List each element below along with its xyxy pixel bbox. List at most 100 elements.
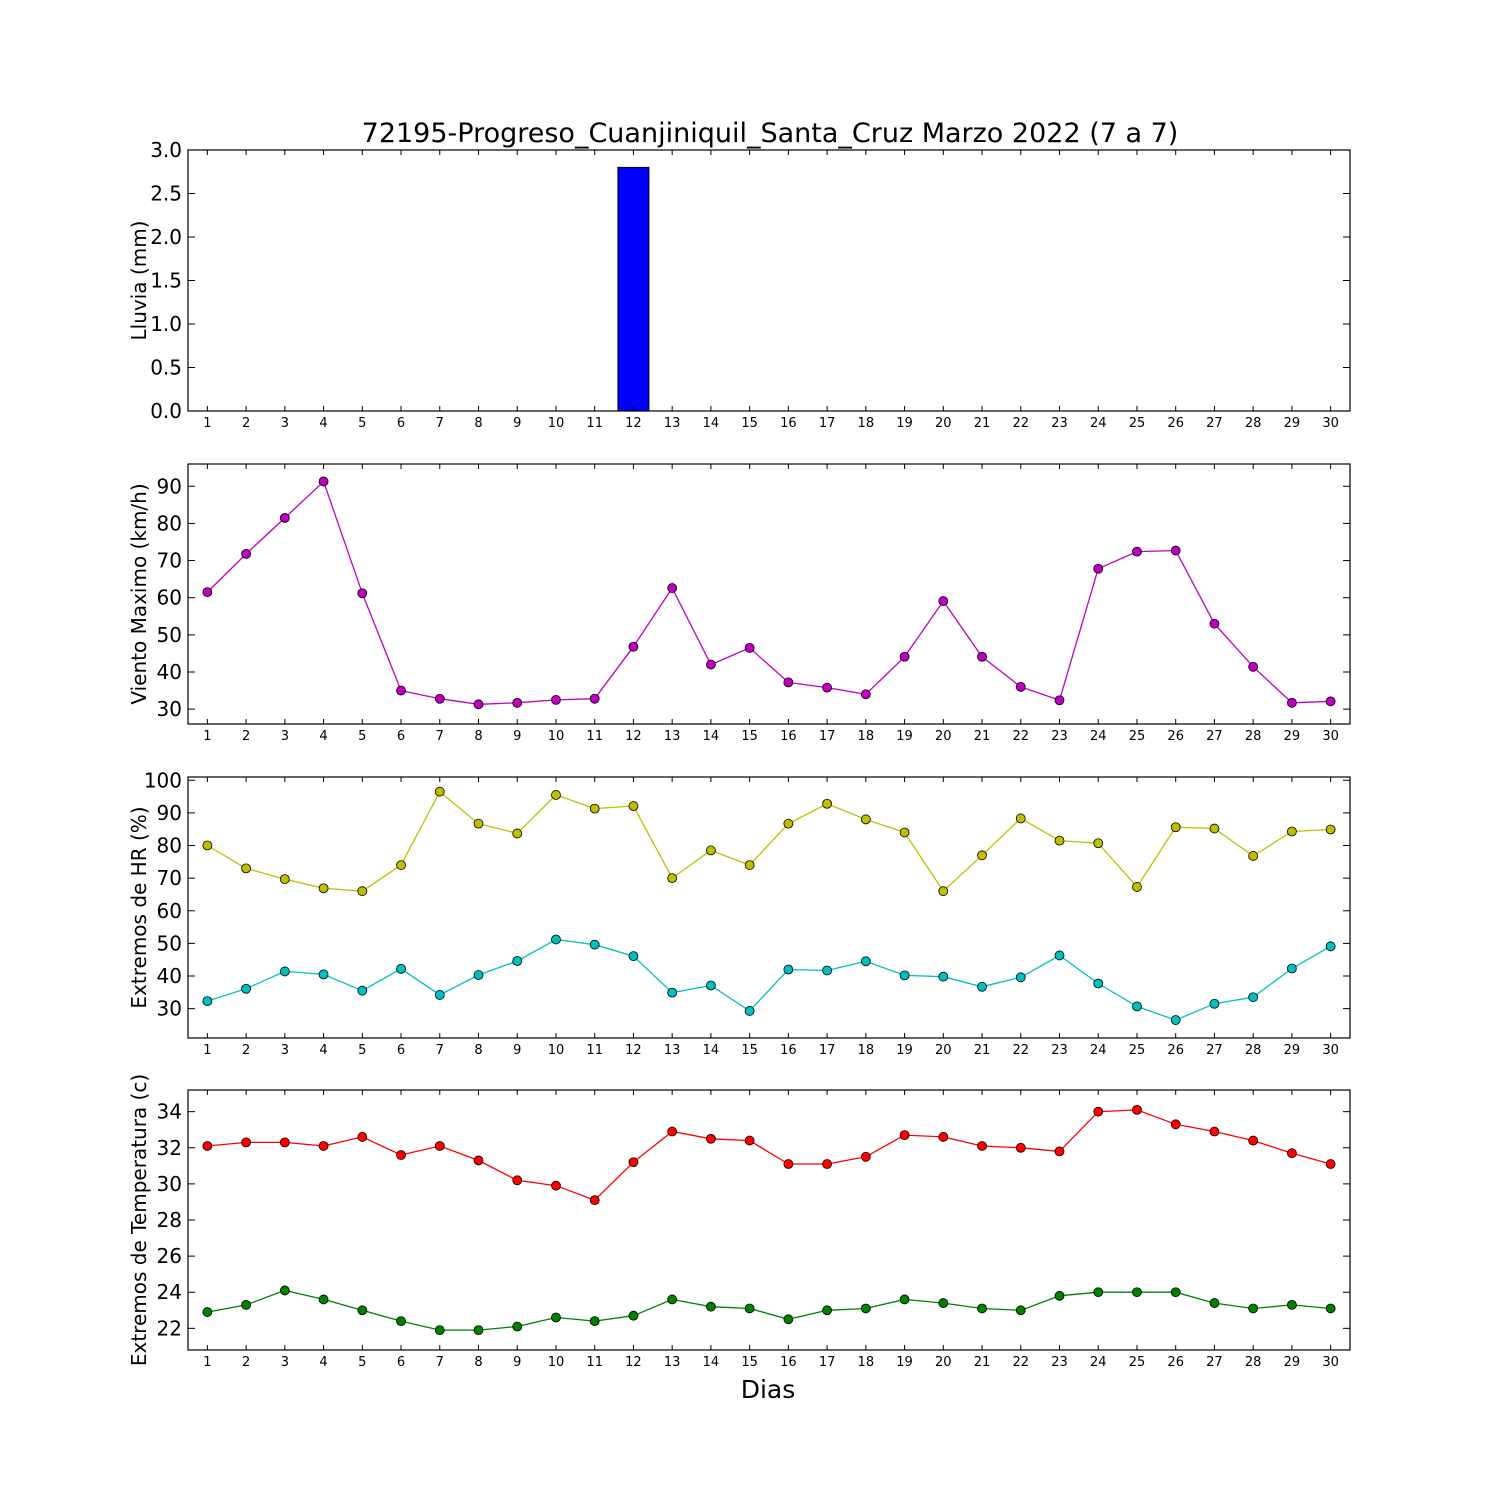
data-point [396, 1150, 406, 1160]
data-point [241, 863, 252, 874]
y-tick-label: 3.0 [150, 138, 182, 162]
data-point [551, 1312, 561, 1323]
data-point [860, 1151, 871, 1162]
data-point [783, 964, 794, 975]
data-point [1209, 1298, 1220, 1308]
data-point [512, 828, 523, 839]
x-tick-label: 25 [1129, 416, 1146, 431]
data-point [1170, 1119, 1181, 1130]
x-tick-label: 13 [664, 1043, 681, 1058]
data-point [899, 970, 910, 981]
x-tick-label: 11 [586, 416, 603, 431]
data-point [977, 850, 987, 861]
data-point [473, 699, 484, 710]
data-point [202, 840, 213, 851]
x-tick-label: 8 [474, 416, 482, 431]
y-tick-label: 40 [157, 660, 182, 684]
x-tick-label: 10 [548, 416, 565, 431]
chart-panel-3: 1 2 3 4 5 6 7 8 9 10 11 12 13 14 15 16 17 18 19 20 21 22 23 24 2… [127, 768, 1351, 1058]
data-point [241, 1299, 252, 1310]
data-point [1209, 998, 1220, 1009]
x-tick-label: 27 [1206, 729, 1223, 744]
data-point [1054, 695, 1065, 706]
data-point [318, 969, 329, 980]
data-point [1093, 563, 1104, 574]
series-line [207, 1289, 1331, 1331]
x-tick-label: 10 [548, 729, 565, 744]
figure-title: 72195-Progreso_Cuanjiniquil_Santa_Cruz M… [362, 118, 1179, 149]
data-point [1132, 1104, 1142, 1115]
x-tick-label: 12 [625, 729, 642, 744]
x-tick-label: 8 [474, 1355, 482, 1370]
y-tick-label: 28 [157, 1208, 182, 1232]
x-tick-label: 17 [819, 416, 836, 431]
x-tick-label: 30 [1322, 1043, 1339, 1058]
x-tick-label: 3 [281, 1355, 289, 1370]
x-tick-label: 4 [319, 1355, 327, 1370]
data-point [1248, 661, 1259, 672]
y-tick-label: 30 [157, 697, 182, 721]
x-tick-label: 19 [896, 1355, 913, 1370]
data-point [1287, 1299, 1297, 1310]
x-tick-label: 13 [664, 729, 681, 744]
data-point [938, 971, 949, 982]
data-point [396, 1316, 406, 1327]
x-tick-label: 5 [358, 729, 366, 744]
data-point [1325, 824, 1336, 835]
data-point [357, 985, 368, 996]
x-tick-label: 29 [1284, 1355, 1301, 1370]
y-tick-label: 0.0 [150, 399, 182, 423]
x-tick-label: 23 [1051, 416, 1068, 431]
x-tick-label: 30 [1322, 416, 1339, 431]
data-point [667, 1294, 678, 1305]
y-tick-label: 1.5 [150, 269, 182, 293]
data-point [977, 1303, 987, 1314]
x-tick-label: 30 [1322, 729, 1339, 744]
x-tick-label: 18 [858, 729, 875, 744]
y-tick-label: 50 [157, 931, 182, 955]
x-tick-label: 19 [896, 1043, 913, 1058]
x-tick-label: 1 [203, 1043, 211, 1058]
data-point [706, 1133, 716, 1144]
plot-area [188, 1090, 1350, 1350]
x-tick-label: 4 [319, 729, 327, 744]
data-point [318, 1141, 329, 1151]
x-tick-label: 14 [703, 729, 720, 744]
x-tick-label: 5 [358, 1043, 366, 1058]
data-point [473, 1155, 484, 1166]
data-point [1248, 1135, 1259, 1146]
x-tick-label: 20 [935, 1043, 952, 1058]
x-tick-label: 18 [858, 416, 875, 431]
y-tick-label: 60 [157, 899, 182, 923]
x-tick-label: 16 [780, 1355, 797, 1370]
x-tick-label: 24 [1090, 1355, 1107, 1370]
x-tick-label: 3 [281, 1043, 289, 1058]
data-point [1325, 1159, 1336, 1169]
series-line [206, 480, 1331, 705]
data-point [860, 814, 871, 825]
data-point [822, 965, 832, 976]
data-point [1325, 696, 1336, 707]
y-tick-label: 70 [157, 549, 182, 573]
data-point [1287, 963, 1297, 974]
data-point [1054, 835, 1065, 846]
data-point [783, 1314, 794, 1325]
y-axis-label: Viento Maximo (km/h) [127, 483, 151, 704]
data-point [318, 1294, 329, 1305]
data-point [1054, 1290, 1065, 1301]
x-tick-label: 27 [1206, 1043, 1223, 1058]
x-tick-label: 7 [436, 1355, 444, 1370]
y-axis-label: Extremos de HR (%) [127, 806, 151, 1008]
data-point [744, 642, 755, 653]
data-point [1054, 950, 1065, 961]
x-tick-label: 18 [858, 1043, 875, 1058]
x-tick-label: 3 [281, 416, 289, 431]
x-tick-label: 15 [741, 1043, 758, 1058]
data-point [589, 803, 600, 814]
y-tick-label: 30 [157, 997, 182, 1021]
x-tick-label: 23 [1051, 1355, 1068, 1370]
x-tick-label: 7 [436, 416, 444, 431]
x-tick-label: 28 [1245, 1043, 1262, 1058]
y-axis-label: Lluvia (mm) [127, 221, 151, 341]
data-point [1015, 1305, 1026, 1316]
